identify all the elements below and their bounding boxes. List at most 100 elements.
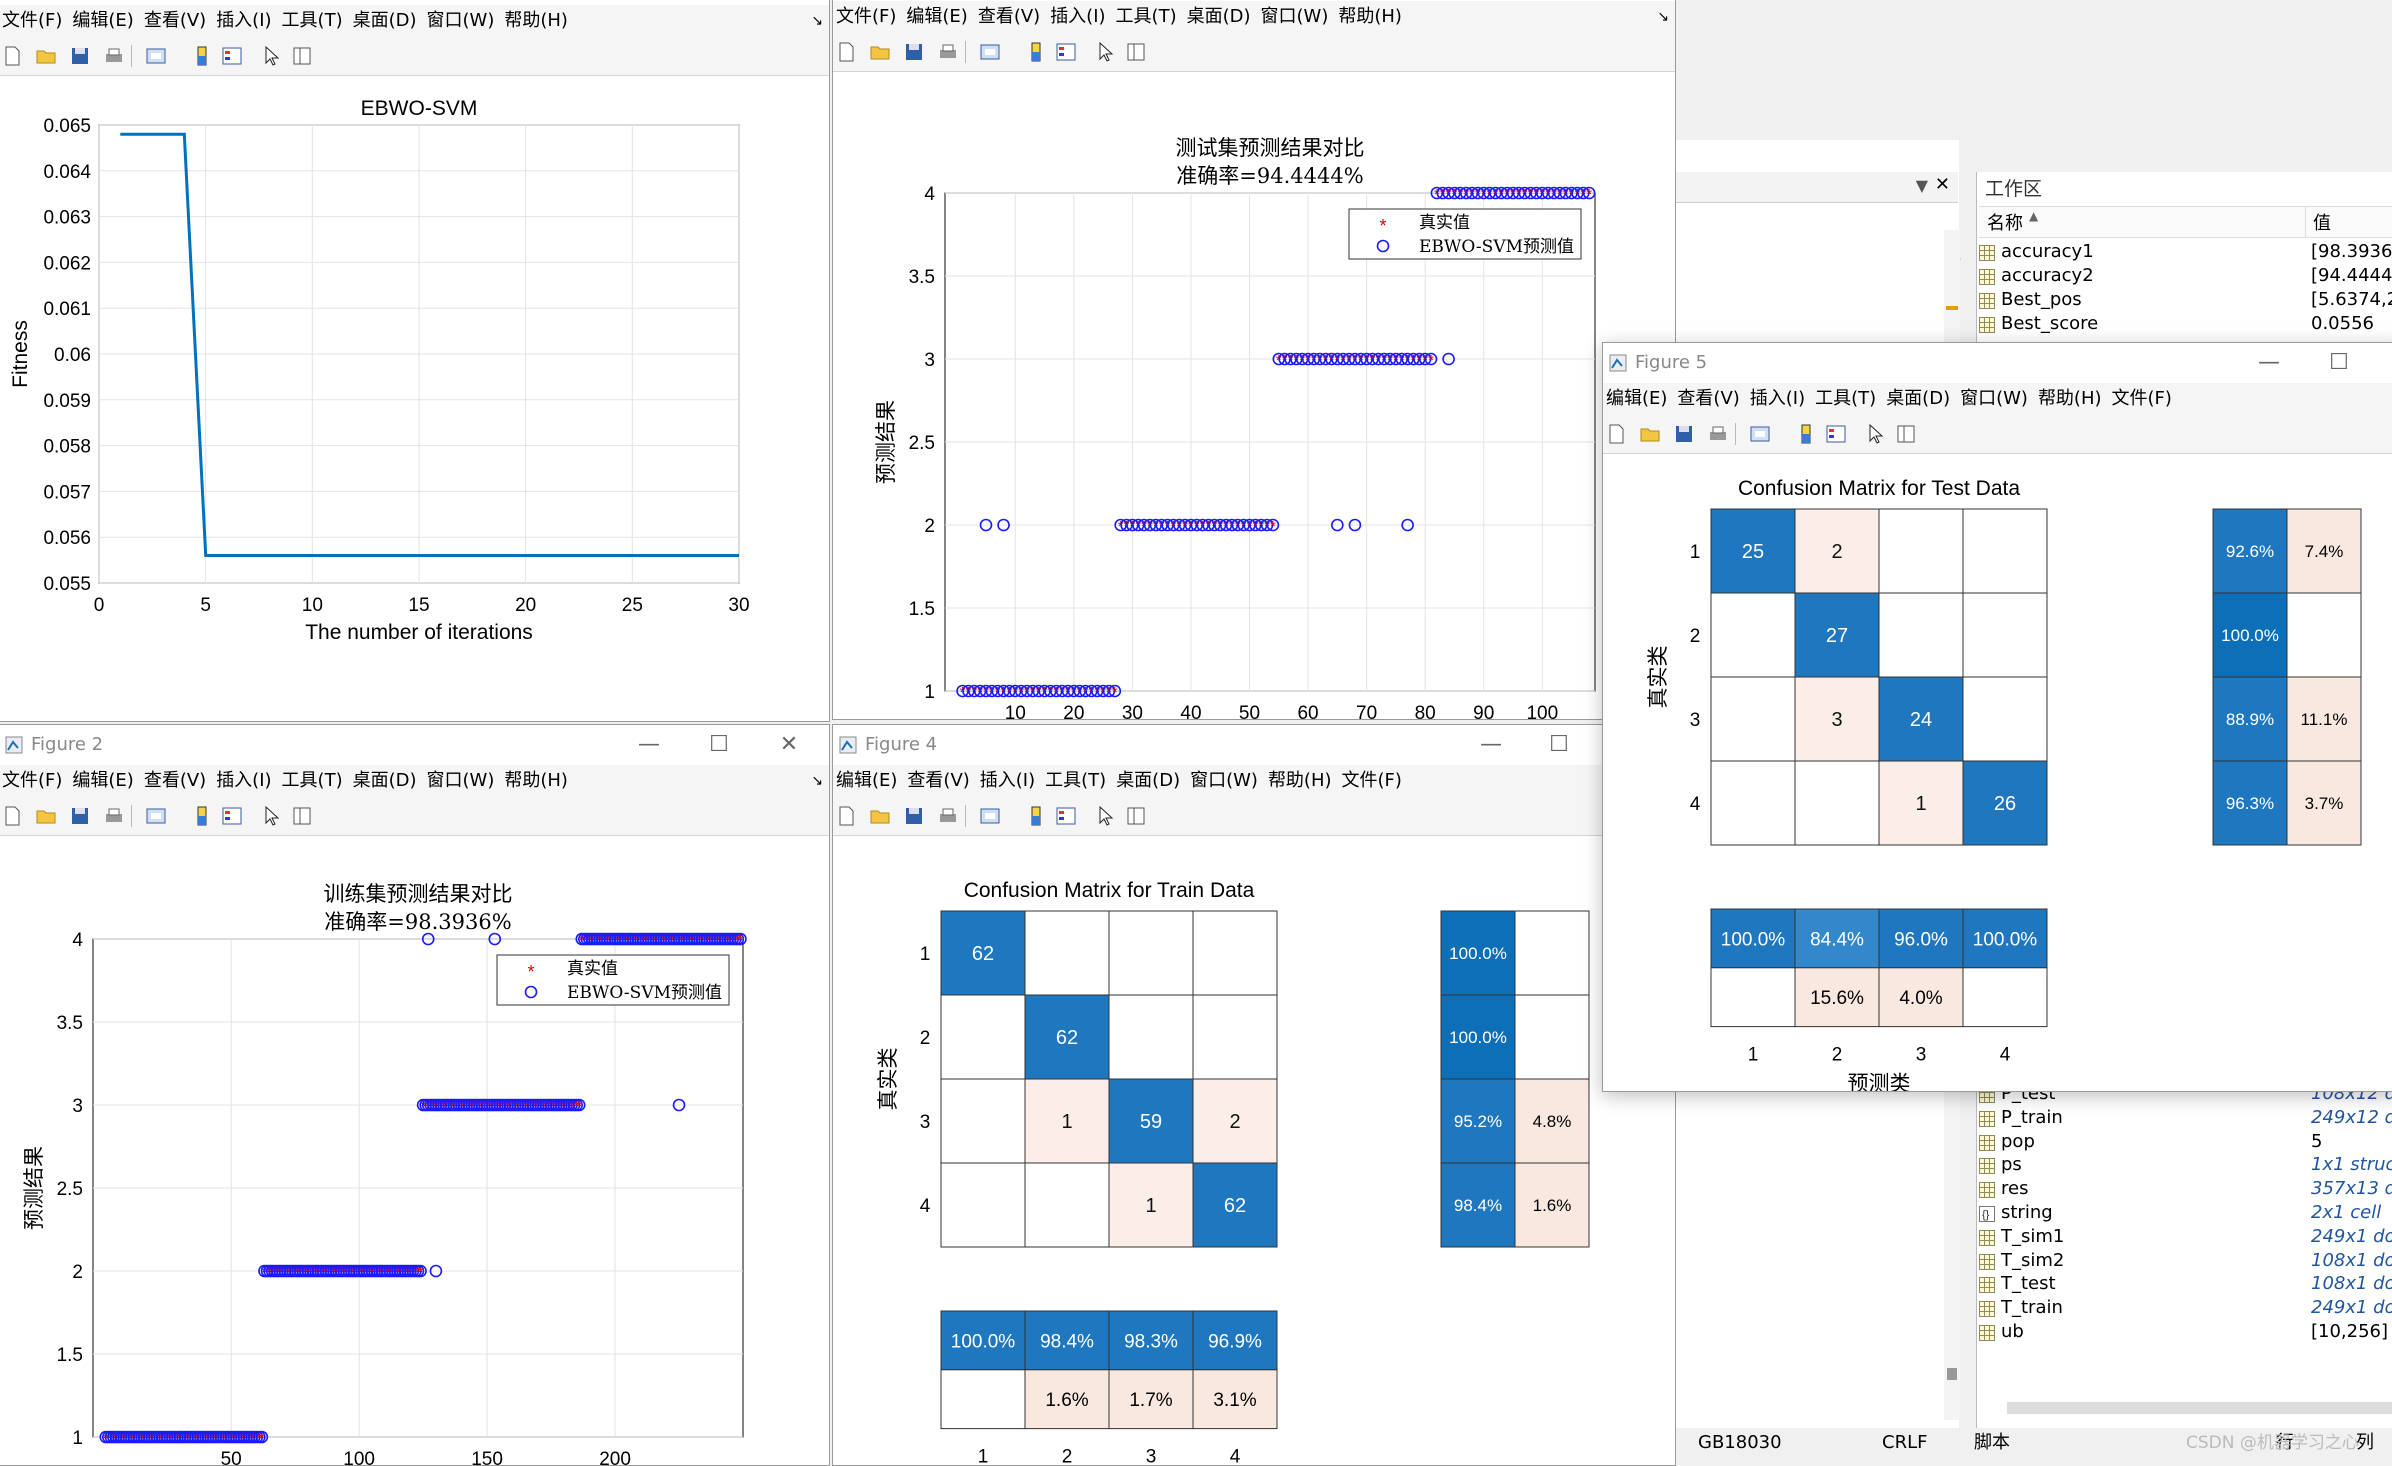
menu-item-3[interactable]: 插入(I)	[979, 770, 1036, 791]
workspace-row[interactable]: ps 1x1 struc	[1977, 1153, 2392, 1177]
menu-item-6[interactable]: 窗口(W)	[1260, 6, 1329, 27]
menu-corner-arrow[interactable]: ↘	[811, 13, 823, 29]
print-icon[interactable]	[103, 45, 125, 67]
menu-item-5[interactable]: 桌面(D)	[1186, 6, 1251, 27]
menu-item-4[interactable]: 工具(T)	[281, 10, 343, 31]
maximize-button[interactable]: ☐	[1549, 732, 1569, 757]
save-icon[interactable]	[69, 45, 91, 67]
menu-item-4[interactable]: 工具(T)	[1115, 6, 1177, 27]
workspace-row[interactable]: ub [10,256]	[1977, 1320, 2392, 1344]
open-folder-icon[interactable]	[869, 805, 891, 827]
minimize-button[interactable]: —	[2258, 350, 2280, 375]
print-icon[interactable]	[937, 805, 959, 827]
workspace-row[interactable]: P_train 249x12 d	[1977, 1106, 2392, 1130]
pointer-icon[interactable]	[261, 45, 283, 67]
workspace-row[interactable]: T_train 249x1 do	[1977, 1296, 2392, 1320]
menu-corner-arrow[interactable]: ↘	[1657, 9, 1669, 25]
colorbar-icon[interactable]	[191, 805, 213, 827]
workspace-row[interactable]: T_test 108x1 do	[1977, 1272, 2392, 1296]
workspace-hscroll[interactable]	[2007, 1402, 2392, 1414]
menu-corner-arrow[interactable]: ↘	[811, 773, 823, 789]
new-file-icon[interactable]	[835, 805, 857, 827]
menu-item-7[interactable]: 帮助(H)	[1267, 770, 1332, 791]
pointer-icon[interactable]	[1095, 41, 1117, 63]
colorbar-icon[interactable]	[1025, 41, 1047, 63]
maximize-button[interactable]: ☐	[709, 732, 729, 757]
workspace-row[interactable]: T_sim2 108x1 do	[1977, 1249, 2392, 1273]
open-folder-icon[interactable]	[35, 805, 57, 827]
menu-item-6[interactable]: 窗口(W)	[426, 10, 495, 31]
save-icon[interactable]	[1673, 423, 1695, 445]
menu-item-2[interactable]: 查看(V)	[1677, 388, 1740, 409]
menu-item-7[interactable]: 帮助(H)	[504, 10, 568, 31]
menu-item-0[interactable]: 文件(F)	[2, 10, 63, 31]
legend-icon[interactable]	[1055, 41, 1077, 63]
new-file-icon[interactable]	[1605, 423, 1627, 445]
new-file-icon[interactable]	[1, 805, 23, 827]
link-axes-icon[interactable]	[979, 805, 1001, 827]
link-axes-icon[interactable]	[145, 805, 167, 827]
menu-item-1[interactable]: 编辑(E)	[72, 770, 134, 791]
col-value-header[interactable]: 值	[2313, 213, 2331, 234]
maximize-button[interactable]: ☐	[2329, 350, 2349, 375]
menu-item-7[interactable]: 帮助(H)	[1338, 6, 1402, 27]
menu-item-0[interactable]: 文件(F)	[2, 770, 63, 791]
workspace-row[interactable]: accuracy2 [94.4444;	[1977, 264, 2392, 288]
workspace-row[interactable]: {} string 2x1 cell	[1977, 1201, 2392, 1225]
pointer-icon[interactable]	[1095, 805, 1117, 827]
workspace-row[interactable]: Best_pos [5.6374,2	[1977, 288, 2392, 312]
menu-item-7[interactable]: 帮助(H)	[2037, 388, 2102, 409]
open-folder-icon[interactable]	[35, 45, 57, 67]
title-bar[interactable]: Figure 5 — ☐	[1603, 343, 2392, 383]
save-icon[interactable]	[903, 805, 925, 827]
menu-item-5[interactable]: 桌面(D)	[1886, 388, 1951, 409]
save-icon[interactable]	[69, 805, 91, 827]
link-axes-icon[interactable]	[145, 45, 167, 67]
menu-item-2[interactable]: 查看(V)	[907, 770, 970, 791]
link-axes-icon[interactable]	[1749, 423, 1771, 445]
workspace-row[interactable]: res 357x13 d	[1977, 1177, 2392, 1201]
open-folder-icon[interactable]	[1639, 423, 1661, 445]
pointer-icon[interactable]	[261, 805, 283, 827]
menu-item-2[interactable]: 查看(V)	[977, 6, 1041, 27]
menu-item-0[interactable]: 文件(F)	[836, 6, 897, 27]
close-icon[interactable]: ✕	[1934, 174, 1950, 195]
menu-item-6[interactable]: 窗口(W)	[426, 770, 495, 791]
new-file-icon[interactable]	[835, 41, 857, 63]
new-file-icon[interactable]	[1, 45, 23, 67]
link-axes-icon[interactable]	[979, 41, 1001, 63]
menu-item-0[interactable]: 文件(F)	[2111, 388, 2172, 409]
print-icon[interactable]	[1707, 423, 1729, 445]
legend-icon[interactable]	[1825, 423, 1847, 445]
legend-icon[interactable]	[1055, 805, 1077, 827]
legend-icon[interactable]	[221, 45, 243, 67]
menu-item-2[interactable]: 查看(V)	[143, 10, 207, 31]
menu-item-5[interactable]: 桌面(D)	[352, 10, 417, 31]
workspace-row[interactable]: accuracy1 [98.3936;	[1977, 240, 2392, 264]
property-editor-icon[interactable]	[1125, 41, 1147, 63]
menu-item-4[interactable]: 工具(T)	[1815, 388, 1877, 409]
minimize-button[interactable]: —	[638, 732, 660, 757]
col-name-header[interactable]: 名称	[1987, 213, 2023, 234]
workspace-row[interactable]: pop 5	[1977, 1130, 2392, 1154]
property-editor-icon[interactable]	[291, 805, 313, 827]
menu-item-6[interactable]: 窗口(W)	[1190, 770, 1258, 791]
workspace-row[interactable]: Best_score 0.0556	[1977, 312, 2392, 336]
colorbar-icon[interactable]	[1025, 805, 1047, 827]
menu-item-0[interactable]: 文件(F)	[1341, 770, 1402, 791]
workspace-row[interactable]: T_sim1 249x1 do	[1977, 1225, 2392, 1249]
menu-item-7[interactable]: 帮助(H)	[504, 770, 568, 791]
save-icon[interactable]	[903, 41, 925, 63]
title-bar[interactable]: Figure 2 — ☐ ✕	[0, 725, 829, 765]
menu-item-6[interactable]: 窗口(W)	[1960, 388, 2028, 409]
title-bar[interactable]: Figure 4 — ☐	[833, 725, 1675, 765]
menu-item-3[interactable]: 插入(I)	[1749, 388, 1806, 409]
close-button[interactable]: ✕	[779, 732, 799, 757]
print-icon[interactable]	[103, 805, 125, 827]
pointer-icon[interactable]	[1865, 423, 1887, 445]
property-editor-icon[interactable]	[291, 45, 313, 67]
menu-item-1[interactable]: 编辑(E)	[906, 6, 968, 27]
menu-item-3[interactable]: 插入(I)	[216, 10, 272, 31]
menu-item-2[interactable]: 查看(V)	[143, 770, 207, 791]
menu-item-5[interactable]: 桌面(D)	[1116, 770, 1181, 791]
